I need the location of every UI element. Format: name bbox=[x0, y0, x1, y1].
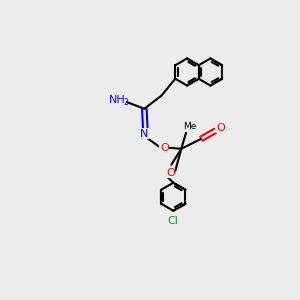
Text: NH: NH bbox=[109, 95, 126, 105]
Text: 2: 2 bbox=[124, 98, 129, 107]
Text: O: O bbox=[160, 143, 169, 153]
Text: Cl: Cl bbox=[168, 216, 179, 226]
Text: Me: Me bbox=[184, 122, 197, 131]
Text: O: O bbox=[216, 123, 225, 133]
Text: N: N bbox=[140, 129, 148, 139]
Text: O: O bbox=[166, 168, 175, 178]
